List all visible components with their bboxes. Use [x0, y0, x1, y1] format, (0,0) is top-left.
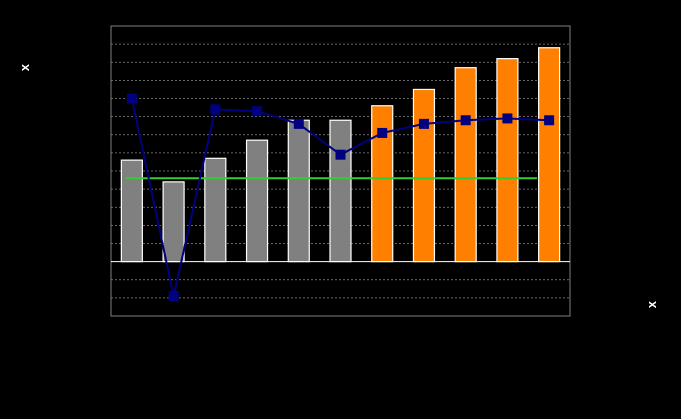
- bar: [120, 159, 143, 263]
- x-axis-title: x: [644, 301, 659, 309]
- line-point: [335, 149, 346, 160]
- bar: [454, 67, 477, 263]
- bar: [496, 58, 519, 263]
- line-point: [293, 118, 304, 129]
- line-point: [168, 291, 179, 302]
- bar: [412, 88, 436, 263]
- bar: [162, 181, 185, 263]
- bar: [538, 47, 561, 263]
- bar: [329, 119, 352, 263]
- line-point: [377, 127, 388, 138]
- y-axis-title: x: [17, 64, 32, 72]
- line-point: [502, 113, 513, 124]
- line-point: [460, 115, 471, 126]
- bar: [245, 139, 269, 263]
- line-point: [544, 115, 555, 126]
- bar: [204, 157, 227, 263]
- line-point: [126, 93, 137, 104]
- line-point: [418, 118, 429, 129]
- line-point: [252, 106, 263, 117]
- bar: [287, 119, 310, 263]
- line-point: [210, 104, 221, 115]
